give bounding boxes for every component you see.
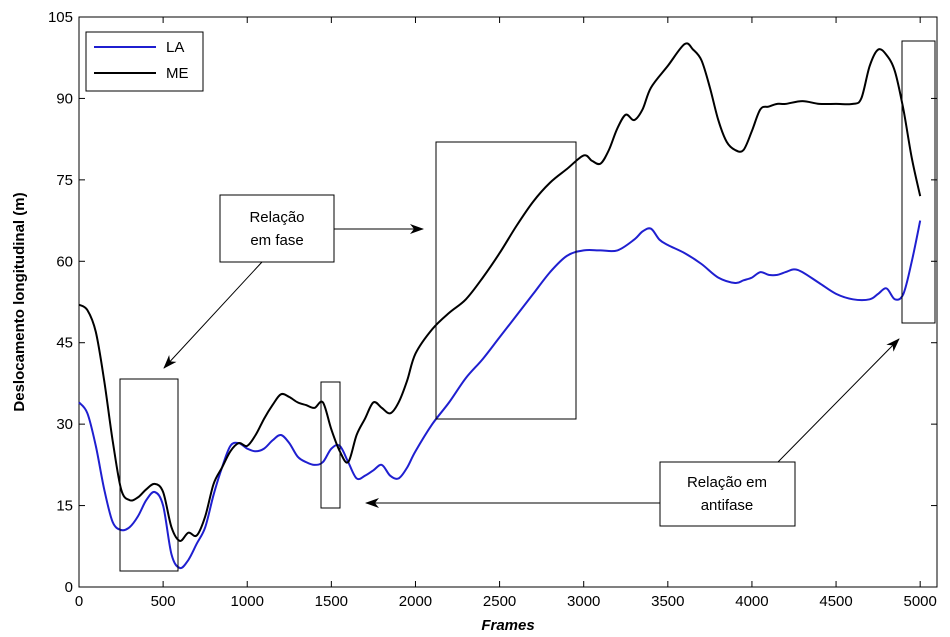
- x-tick-label: 4000: [735, 593, 768, 610]
- legend: LA ME: [85, 31, 204, 92]
- y-tick-label: 0: [65, 579, 73, 596]
- legend-label-la: LA: [166, 39, 184, 56]
- plot-area-frame: [78, 16, 938, 588]
- y-tick-label: 75: [56, 172, 73, 189]
- x-tick-label: 1000: [231, 593, 264, 610]
- y-tick-label: 45: [56, 335, 73, 352]
- x-axis-title: Frames: [481, 617, 534, 634]
- x-tick-label: 2000: [399, 593, 432, 610]
- x-tick-label: 4500: [819, 593, 852, 610]
- y-tick-label: 30: [56, 416, 73, 433]
- axis-ticks: 0 500 1000 1500 2000 2500 3000 3500 4000 4500 5000…: [48, 9, 937, 610]
- y-tick-label: 60: [56, 253, 73, 270]
- series-lines: [78, 42, 922, 570]
- fase-label-line-1: Relação: [249, 209, 304, 226]
- fase-label-line-2: em fase: [250, 232, 303, 249]
- y-tick-label: 105: [48, 9, 73, 26]
- antiphase-box: [901, 40, 936, 324]
- x-tick-label: 3500: [651, 593, 684, 610]
- arrow-to-antiphase-box: [777, 338, 900, 463]
- y-tick-label: 90: [56, 90, 73, 107]
- annotation-arrows: [163, 224, 900, 508]
- y-axis-title: Deslocamento longitudinal (m): [11, 192, 28, 411]
- fase-label-box: [219, 194, 335, 263]
- x-tick-label: 5000: [903, 593, 936, 610]
- annotation-boxes: [119, 40, 936, 572]
- phase-box-2: [320, 381, 341, 509]
- series-line-me: [78, 42, 922, 542]
- antifase-label-line-1: Relação em: [687, 474, 767, 491]
- antifase-label-line-2: antifase: [701, 497, 754, 514]
- y-tick-label: 15: [56, 498, 73, 515]
- series-line-la: [78, 220, 922, 570]
- x-tick-label: 0: [75, 593, 83, 610]
- legend-label-me: ME: [166, 65, 189, 82]
- antifase-label-box: [659, 461, 796, 527]
- legend-box: [85, 31, 204, 92]
- phase-box-3: [435, 141, 577, 420]
- x-tick-label: 2500: [483, 593, 516, 610]
- x-tick-label: 1500: [315, 593, 348, 610]
- arrow-to-box-1: [163, 261, 263, 369]
- x-tick-label: 3000: [567, 593, 600, 610]
- x-tick-label: 500: [151, 593, 176, 610]
- phase-box-1: [119, 378, 179, 572]
